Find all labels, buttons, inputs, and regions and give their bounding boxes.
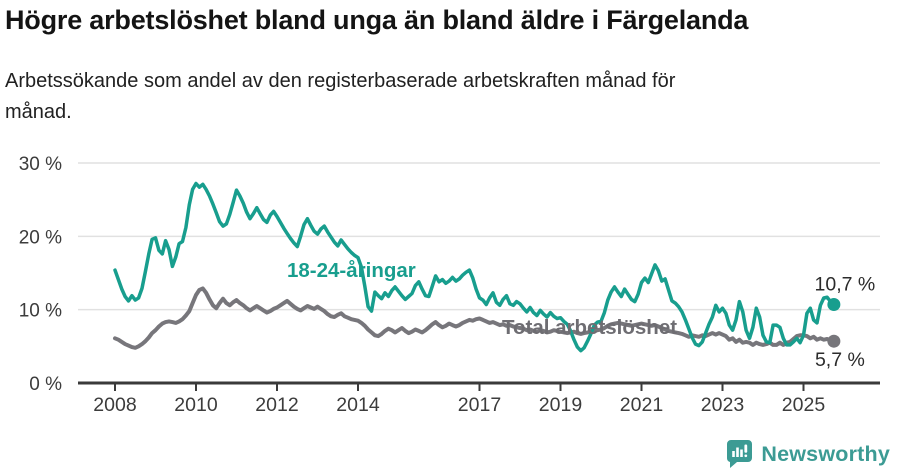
x-axis-tick-label: 2010 xyxy=(174,394,218,416)
series-end-value-label: 10,7 % xyxy=(815,274,876,296)
brand-logo: Newsworthy xyxy=(726,439,890,469)
unemployment-line-chart: 0 % 10 % 20 % 30 % 2008 2010 2012 2014 2017 2019 2… xyxy=(19,154,880,416)
series-line-1 xyxy=(113,286,836,350)
newsworthy-logo-icon xyxy=(727,440,753,468)
x-axis-tick-label: 2019 xyxy=(539,394,582,416)
series-end-dot xyxy=(827,298,841,312)
chart-subtitle: Arbetssökande som andel av den registerb… xyxy=(5,70,676,123)
y-axis-tick-label: 30 % xyxy=(19,154,62,175)
series-end-value-label: 5,7 % xyxy=(815,349,865,371)
series-name-label: 18-24-åringar xyxy=(287,259,416,282)
series-name-label: Total arbetslöshet xyxy=(502,316,677,339)
x-axis-tick-label: 2017 xyxy=(458,394,501,416)
y-axis-tick-label: 0 % xyxy=(29,374,62,395)
series-end-dot xyxy=(827,334,841,348)
x-axis-tick-label: 2021 xyxy=(620,394,663,416)
page-title: Högre arbetslöshet bland unga än bland ä… xyxy=(5,5,749,35)
brand-name: Newsworthy xyxy=(761,441,890,466)
y-axis-tick-label: 20 % xyxy=(19,227,62,248)
x-axis-tick-label: 2023 xyxy=(701,394,744,416)
x-axis-tick-label: 2008 xyxy=(93,394,136,416)
y-axis-tick-label: 10 % xyxy=(19,301,62,322)
x-axis-tick-label: 2012 xyxy=(255,394,298,416)
x-axis-tick-label: 2014 xyxy=(336,394,380,416)
x-axis-tick-label: 2025 xyxy=(782,394,826,416)
series-line-0 xyxy=(113,181,836,353)
